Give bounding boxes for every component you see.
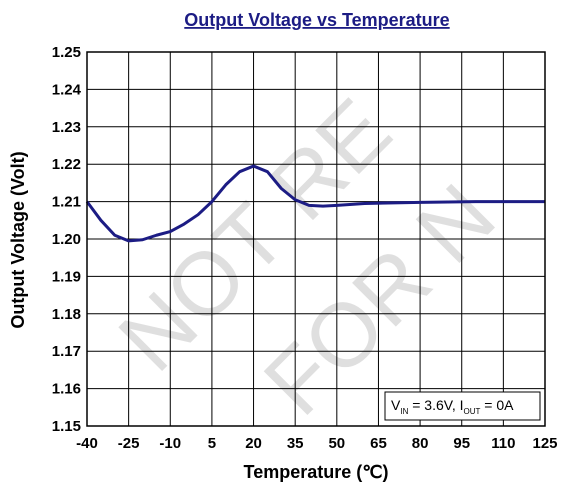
- x-tick-label: 95: [453, 435, 470, 452]
- y-axis-label: Output Voltage (Volt): [8, 151, 28, 328]
- x-tick-label: 110: [491, 435, 515, 452]
- x-tick-label: -40: [76, 435, 98, 452]
- y-tick-label: 1.21: [52, 194, 81, 211]
- y-tick-label: 1.23: [52, 119, 81, 136]
- y-tick-label: 1.25: [52, 44, 81, 61]
- x-tick-label: 50: [328, 435, 345, 452]
- y-tick-label: 1.22: [52, 156, 81, 173]
- annotation-box: [384, 391, 541, 421]
- x-tick-label: 5: [208, 435, 216, 452]
- x-tick-label: 80: [412, 435, 429, 452]
- data-line: [85, 164, 545, 243]
- annotation-part: V: [391, 397, 401, 413]
- x-tick-label: -10: [159, 435, 181, 452]
- y-tick-label: 1.20: [52, 231, 81, 248]
- annotation: VIN = 3.6V, IOUT = 0A: [391, 397, 514, 416]
- x-tick-label: -25: [118, 435, 140, 452]
- annotation-part: = 0A: [480, 397, 514, 413]
- x-axis-label: Temperature (℃): [244, 462, 389, 482]
- x-tick-label: 125: [532, 435, 557, 452]
- y-tick-label: 1.15: [52, 418, 81, 435]
- x-tick-label: 35: [287, 435, 304, 452]
- x-tick-label: 65: [370, 435, 387, 452]
- chart-title: Output Voltage vs Temperature: [184, 10, 449, 30]
- y-tick-label: 1.19: [52, 268, 81, 285]
- y-tick-label: 1.18: [52, 306, 81, 323]
- x-tick-label: 20: [245, 435, 262, 452]
- annotation-sub: OUT: [463, 407, 480, 416]
- plot-frame: [86, 51, 546, 427]
- y-tick-label: 1.17: [52, 343, 81, 360]
- annotation-sub: IN: [400, 407, 408, 416]
- y-tick-label: 1.24: [52, 81, 82, 98]
- annotation-part: = 3.6V, I: [408, 397, 463, 413]
- y-tick-label: 1.16: [52, 381, 81, 398]
